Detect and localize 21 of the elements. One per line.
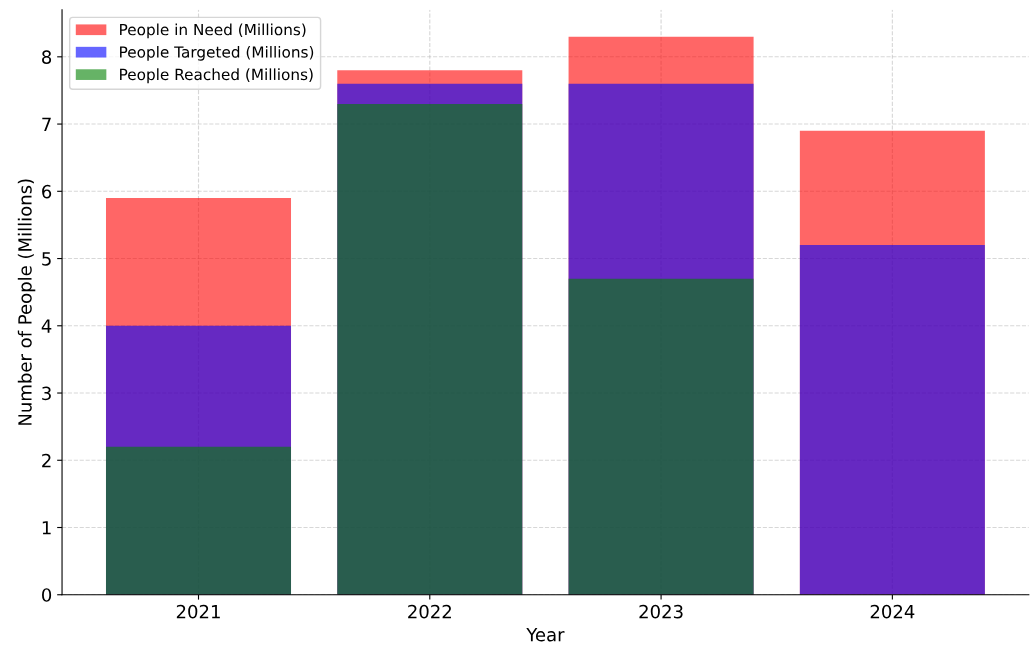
y-tick-label: 1 — [42, 521, 51, 535]
legend-label: People in Need (Millions) — [120, 23, 306, 39]
y-tick-label: 4 — [41, 319, 52, 333]
x-tick-label: 2024 — [870, 604, 915, 619]
y-tick-label: 2 — [42, 453, 51, 468]
x-tick-label: 2022 — [408, 604, 451, 619]
y-tick-label: 0 — [42, 588, 52, 602]
y-tick-label: 8 — [42, 50, 52, 64]
y-tick-label: 3 — [42, 386, 51, 401]
y-tick-label: 6 — [42, 184, 52, 199]
legend-label: People Reached (Millions) — [120, 68, 313, 84]
legend-label: People Targeted (Millions) — [120, 45, 314, 61]
x-tick-label: 2023 — [639, 604, 683, 619]
bar — [105, 446, 292, 595]
bar — [799, 245, 985, 595]
x-tick-label: 2021 — [176, 604, 220, 619]
x-axis-title: Year — [526, 628, 565, 642]
y-tick-label: 7 — [42, 117, 51, 131]
y-tick-label: 5 — [42, 252, 51, 266]
y-axis-title: Number of People (Millions) — [17, 179, 36, 425]
bar — [568, 278, 754, 595]
